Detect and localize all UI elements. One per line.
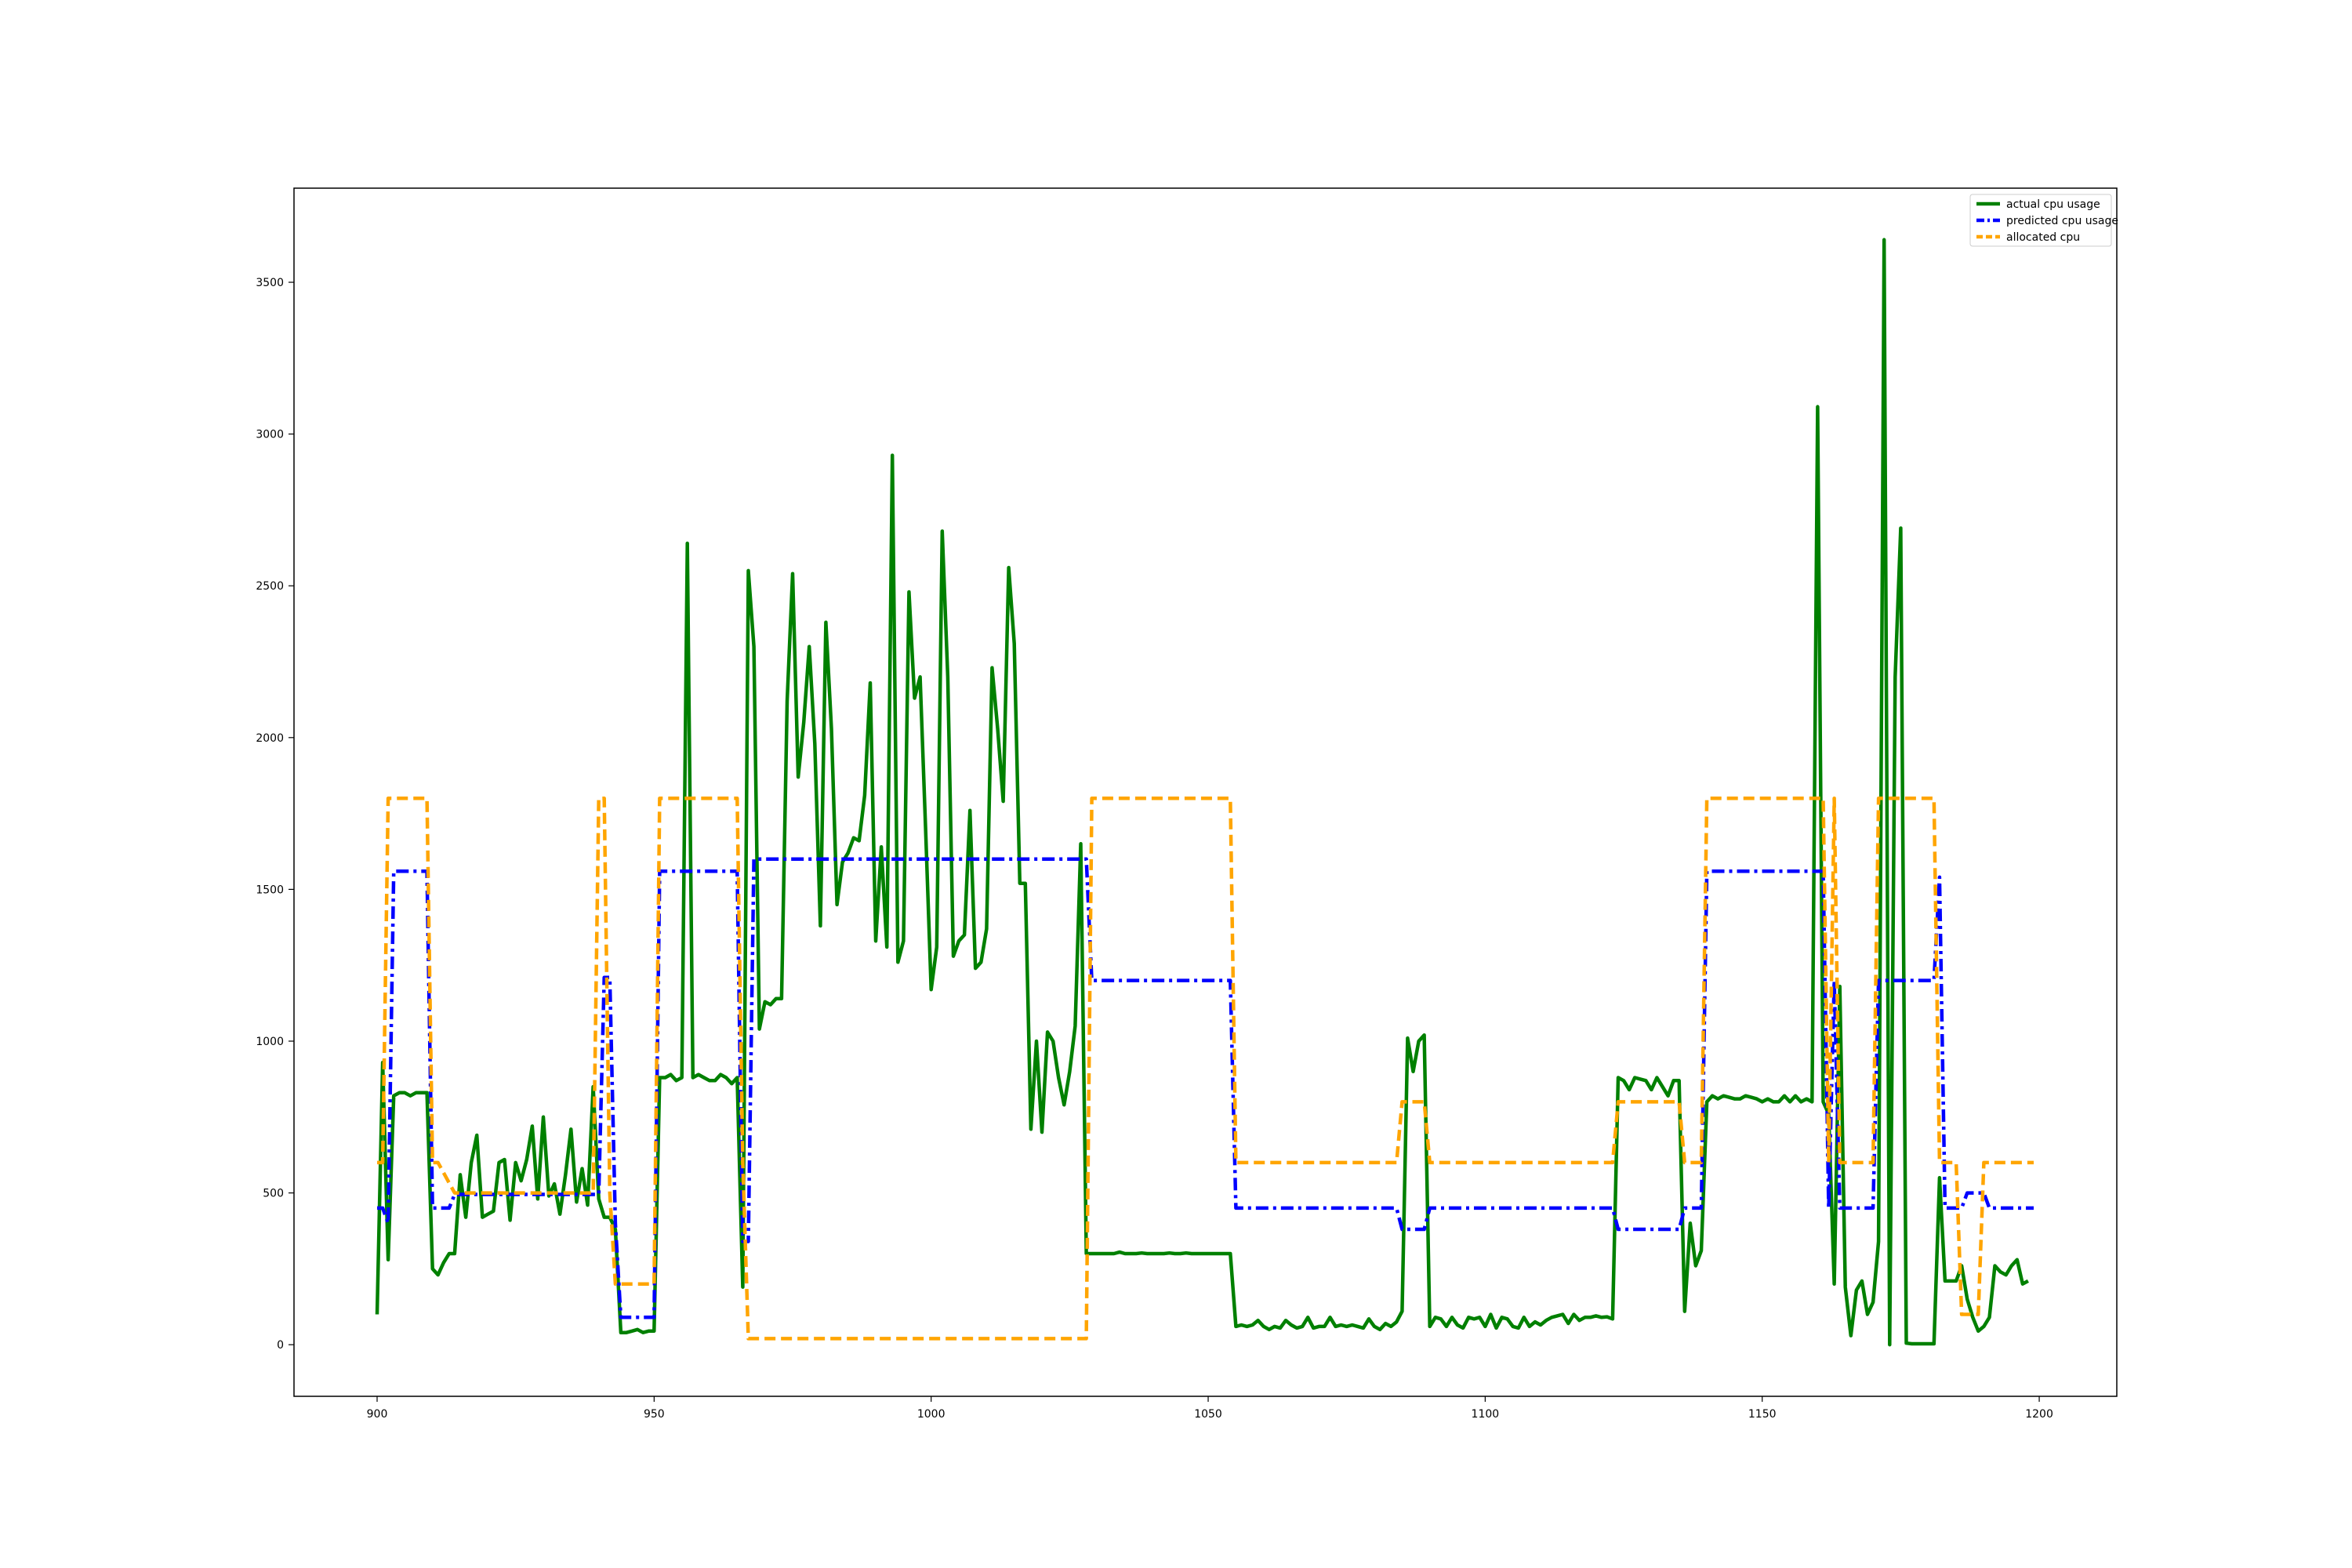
x-tick-label: 1200 <box>2025 1408 2053 1421</box>
series-layer <box>375 238 2034 1347</box>
series-line-1 <box>377 857 2034 1319</box>
legend-label: allocated cpu <box>2006 231 2080 244</box>
x-tick-label: 1050 <box>1194 1408 1222 1421</box>
x-tick-label: 1000 <box>917 1408 946 1421</box>
y-tick-label: 1000 <box>256 1036 284 1048</box>
y-tick-label: 2000 <box>256 732 284 745</box>
legend-label: actual cpu usage <box>2006 198 2100 211</box>
y-tick-label: 3000 <box>256 429 284 441</box>
x-axis: 900 950 1000 1050 1100 1150 1200 <box>367 1396 2053 1421</box>
y-tick-label: 3500 <box>256 277 284 289</box>
legend-label: predicted cpu usage <box>2006 215 2118 227</box>
y-tick-label: 2500 <box>256 580 284 593</box>
y-axis: 0 500 1000 1500 2000 2500 3000 3500 <box>256 277 294 1352</box>
series-line-2 <box>377 796 2034 1341</box>
x-tick-label: 950 <box>644 1408 665 1421</box>
x-tick-label: 1100 <box>1472 1408 1500 1421</box>
plot-area-frame <box>293 187 2118 1397</box>
y-tick-label: 0 <box>277 1339 284 1352</box>
y-tick-label: 1500 <box>256 884 284 896</box>
legend: actual cpu usage predicted cpu usage alloc… <box>1969 194 2118 247</box>
x-tick-label: 1150 <box>1748 1408 1777 1421</box>
series-line-0 <box>375 238 2029 1347</box>
y-tick-label: 500 <box>263 1188 284 1200</box>
x-tick-label: 900 <box>367 1408 388 1421</box>
legend-box <box>1969 194 2112 247</box>
